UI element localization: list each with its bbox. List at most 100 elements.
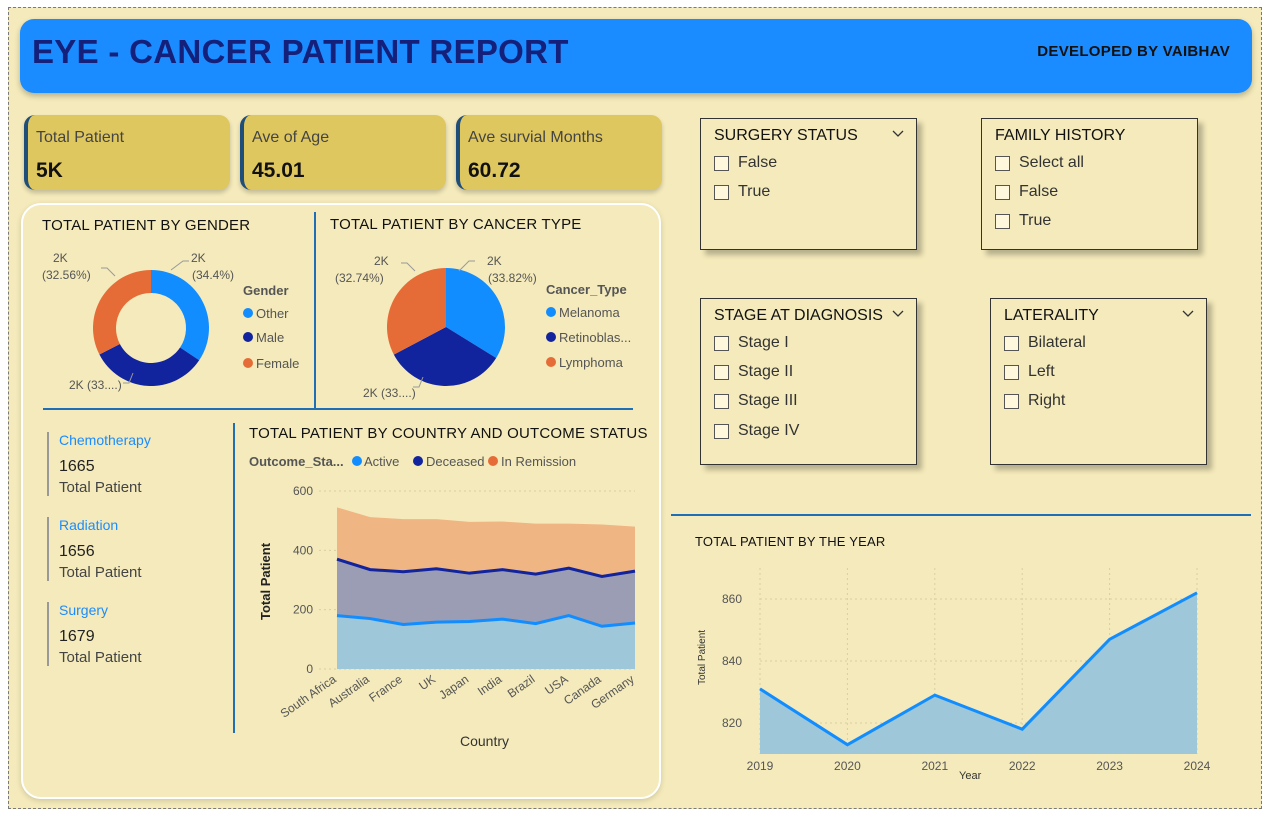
gender-slice-other[interactable] [151, 270, 209, 361]
checkbox[interactable] [1004, 364, 1019, 380]
gender-legend-female[interactable]: Female [256, 356, 299, 371]
checkbox[interactable] [714, 155, 729, 171]
option-label: Right [1028, 392, 1066, 409]
country-legend-title: Outcome_Sta... [249, 454, 344, 469]
gender-label-female-pct: (32.56%) [42, 268, 91, 282]
year-area-fill[interactable] [760, 592, 1197, 754]
gender-slice-female[interactable] [93, 270, 151, 355]
checkbox[interactable] [714, 364, 729, 380]
country-area-series [336, 507, 636, 669]
checkbox[interactable] [995, 184, 1010, 200]
area-deceased[interactable] [337, 559, 635, 627]
cancer-type-chart-title: TOTAL PATIENT BY CANCER TYPE [330, 216, 582, 233]
year-x-ticks: 2019 2020 2021 2022 2023 2024 [747, 759, 1211, 773]
checkbox[interactable] [714, 393, 729, 409]
cancer-legend-melanoma[interactable]: Melanoma [559, 305, 620, 320]
slicer-option-stage-iv[interactable]: Stage IV [714, 421, 799, 441]
checkbox[interactable] [714, 184, 729, 200]
slicer-option-bilateral[interactable]: Bilateral [1004, 333, 1086, 353]
chevron-down-icon[interactable] [892, 307, 904, 319]
checkbox[interactable] [995, 155, 1010, 171]
y-tick-label: 600 [293, 484, 313, 498]
gender-legend-male[interactable]: Male [256, 330, 284, 345]
panel-divider-horizontal [43, 408, 633, 410]
year-line[interactable] [759, 591, 1198, 747]
slicer-option-stage-ii[interactable]: Stage II [714, 362, 793, 382]
kpi-average-survival-months[interactable]: Ave survial Months 60.72 [456, 115, 662, 190]
dashboard-canvas: EYE - CANCER PATIENT REPORT DEVELOPED BY… [8, 7, 1262, 809]
y-tick-label: 0 [306, 662, 313, 676]
gender-donut-chart[interactable]: 2K (34.4%) 2K (32.56%) 2K (33....) Gende… [37, 243, 309, 403]
slicer-family-history[interactable]: FAMILY HISTORY Select all False True [981, 118, 1198, 250]
slicer-title: SURGERY STATUS [714, 127, 858, 144]
legend-dot-male [243, 332, 253, 342]
country-y-axis-label: Total Patient [258, 542, 273, 620]
checkbox[interactable] [1004, 393, 1019, 409]
slicer-option-select-all[interactable]: Select all [995, 153, 1084, 173]
treatment-caption: Total Patient [59, 564, 142, 581]
option-label: False [738, 154, 778, 171]
year-section-divider [671, 514, 1251, 516]
cancer-slice-melanoma[interactable] [446, 268, 505, 359]
y-tick-label: 400 [293, 543, 313, 557]
slicer-option-left[interactable]: Left [1004, 362, 1055, 382]
option-label: Left [1028, 363, 1055, 380]
gender-label-other-pct: (34.4%) [192, 268, 234, 282]
checkbox[interactable] [714, 335, 729, 351]
cancer-slice-lymphoma[interactable] [387, 268, 446, 355]
checkbox[interactable] [714, 423, 729, 439]
country-outcome-area-chart[interactable]: Outcome_Sta... Active Deceased In Remiss… [241, 448, 641, 753]
cancer-legend-lymphoma[interactable]: Lymphoma [559, 355, 624, 370]
area-in-remission[interactable] [337, 507, 635, 577]
chevron-down-icon[interactable] [1182, 307, 1194, 319]
year-chart-title: TOTAL PATIENT BY THE YEAR [695, 534, 886, 549]
slicer-option-true[interactable]: True [995, 211, 1051, 231]
country-legend-active[interactable]: Active [364, 454, 399, 469]
legend-dot-active [352, 456, 362, 466]
country-legend-deceased[interactable]: Deceased [426, 454, 485, 469]
kpi-average-age[interactable]: Ave of Age 45.01 [240, 115, 446, 190]
panel-divider-vertical [314, 212, 316, 408]
slicer-option-stage-iii[interactable]: Stage III [714, 391, 798, 411]
legend-dot-other [243, 308, 253, 318]
chevron-down-icon[interactable] [892, 127, 904, 139]
checkbox[interactable] [995, 213, 1010, 229]
gender-slice-male[interactable] [99, 344, 200, 386]
line-deceased[interactable] [336, 557, 636, 578]
slicer-option-right[interactable]: Right [1004, 391, 1065, 411]
card-accent-bar [47, 432, 49, 496]
slicer-stage-at-diagnosis[interactable]: STAGE AT DIAGNOSIS Stage I Stage II Stag… [700, 298, 917, 465]
slicer-option-false[interactable]: False [995, 182, 1058, 202]
country-legend-remission[interactable]: In Remission [501, 454, 576, 469]
cancer-type-pie-chart[interactable]: 2K (33.82%) 2K (32.74%) 2K (33....) Canc… [327, 243, 647, 403]
line-active[interactable] [336, 614, 636, 628]
kpi-value: 60.72 [468, 159, 521, 182]
slicer-option-stage-i[interactable]: Stage I [714, 333, 789, 353]
kpi-total-patient[interactable]: Total Patient 5K [24, 115, 230, 190]
treatment-caption: Total Patient [59, 479, 142, 496]
charts-panel [21, 203, 661, 799]
x-tick-label: 2019 [747, 759, 774, 773]
cancer-legend-retinoblastoma[interactable]: Retinoblas... [559, 330, 631, 345]
slicer-surgery-status[interactable]: SURGERY STATUS False True [700, 118, 917, 250]
legend-dot-lymphoma [546, 357, 556, 367]
year-area-series [759, 591, 1198, 754]
slicer-laterality[interactable]: LATERALITY Bilateral Left Right [990, 298, 1207, 465]
legend-dot-melanoma [546, 307, 556, 317]
legend-dot-female [243, 358, 253, 368]
option-label: False [1019, 183, 1059, 200]
cancer-slice-retinoblastoma[interactable] [393, 327, 497, 386]
legend-dot-deceased [413, 456, 423, 466]
year-y-axis-label: Total Patient [697, 630, 708, 685]
option-label: Stage IV [738, 422, 800, 439]
slicer-option-false[interactable]: False [714, 153, 777, 173]
area-active[interactable] [337, 615, 635, 669]
gender-chart-title: TOTAL PATIENT BY GENDER [42, 217, 251, 234]
option-label: Stage I [738, 334, 789, 351]
slicer-option-true[interactable]: True [714, 182, 770, 202]
checkbox[interactable] [1004, 335, 1019, 351]
year-area-chart[interactable]: 820 840 860 2019 2020 2021 2022 2023 2024 Total… [689, 563, 1229, 793]
treatment-divider [233, 423, 235, 733]
gender-legend-other[interactable]: Other [256, 306, 289, 321]
